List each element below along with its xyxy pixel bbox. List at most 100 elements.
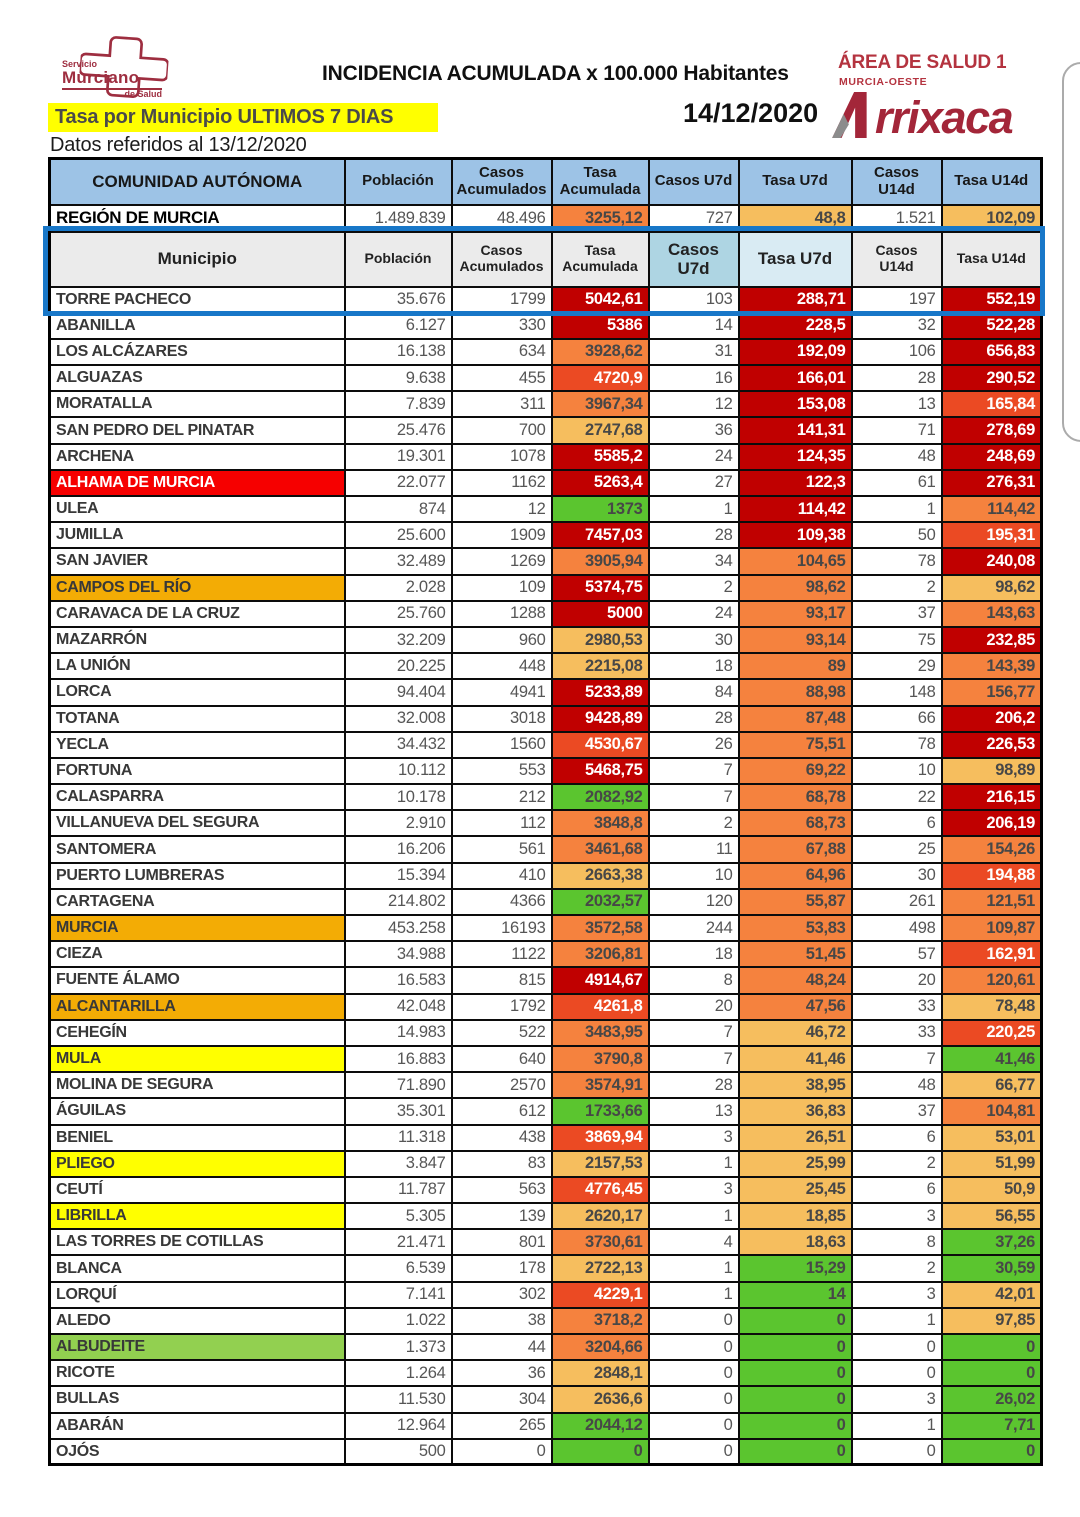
- cell-casos-acumulados: 302: [450, 1280, 553, 1309]
- cell-poblacion: 11.787: [343, 1175, 453, 1205]
- cell-tasa-u7d: 0: [737, 1437, 853, 1466]
- cell-casos-u14d: 6: [850, 1123, 943, 1152]
- cell-tasa-u7d: 48,24: [737, 966, 853, 995]
- logo-line3: de Salud: [124, 89, 162, 99]
- cell-poblacion: 1.022: [343, 1306, 453, 1336]
- table-row: MURCIA 453.258 16193 3572,58 244 53,83 498 109,…: [48, 913, 1043, 943]
- table-row: BLANCA 6.539 178 2722,13 1 15,29 2 30,59: [48, 1254, 1043, 1283]
- cell-tasa-u14d: 143,63: [940, 599, 1043, 628]
- cell-poblacion: 20.225: [343, 652, 453, 681]
- region-casos-u14d: 1.521: [850, 203, 943, 233]
- cell-casos-acumulados: 801: [450, 1228, 553, 1257]
- cell-casos-acumulados: 455: [450, 364, 553, 393]
- cell-tasa-u7d: 18,63: [737, 1228, 853, 1257]
- table-row: SAN JAVIER 32.489 1269 3905,94 34 104,65 78 240…: [48, 547, 1043, 576]
- cell-tasa-u7d: 15,29: [737, 1254, 853, 1283]
- cell-poblacion: 34.432: [343, 730, 453, 759]
- cell-tasa-u14d: 154,26: [940, 835, 1043, 864]
- cell-tasa-u7d: 288,71: [737, 285, 853, 314]
- cell-casos-u7d: 7: [647, 783, 740, 812]
- cell-tasa-u7d: 46,72: [737, 1018, 853, 1047]
- cell-tasa-u7d: 192,09: [737, 337, 853, 367]
- table-row: ÁGUILAS 35.301 612 1733,66 13 36,83 37 104,81: [48, 1097, 1043, 1126]
- table-row: ALBUDEITE 1.373 44 3204,66 0 0 0 0: [48, 1332, 1043, 1362]
- cell-tasa-u14d: 162,91: [940, 940, 1043, 969]
- table-row: ALHAMA DE MURCIA 22.077 1162 5263,4 27 122,3 6…: [48, 468, 1043, 498]
- cell-tasa-u14d: 56,55: [940, 1202, 1043, 1231]
- cell-casos-u7d: 7: [647, 756, 740, 786]
- cell-poblacion: 94.404: [343, 678, 453, 707]
- cell-casos-u14d: 29: [850, 652, 943, 681]
- cell-tasa-acumulada: 3848,8: [550, 809, 650, 838]
- cell-tasa-u7d: 141,31: [737, 416, 853, 445]
- cell-casos-u7d: 244: [647, 913, 740, 943]
- cell-casos-u14d: 197: [850, 285, 943, 314]
- cell-tasa-acumulada: 5042,61: [550, 285, 650, 314]
- cell-tasa-acumulada: 3461,68: [550, 835, 650, 864]
- cell-casos-acumulados: 112: [450, 809, 553, 838]
- cell-casos-u14d: 0: [850, 1437, 943, 1466]
- cell-municipio: FORTUNA: [48, 756, 346, 786]
- cell-tasa-u14d: 41,46: [940, 1044, 1043, 1074]
- cell-casos-acumulados: 438: [450, 1123, 553, 1152]
- cell-tasa-u7d: 93,17: [737, 599, 853, 628]
- cell-poblacion: 6.539: [343, 1254, 453, 1283]
- table-row: CARAVACA DE LA CRUZ 25.760 1288 5000 24 93,17…: [48, 599, 1043, 628]
- header-row-comunidad: COMUNIDAD AUTÓNOMA Población Casos Acumu…: [48, 157, 1043, 206]
- cell-casos-u14d: 66: [850, 704, 943, 733]
- cell-tasa-u7d: 0: [737, 1411, 853, 1440]
- table-row: MORATALLA 7.839 311 3967,34 12 153,08 13 165,84: [48, 390, 1043, 419]
- cell-casos-u14d: 1: [850, 494, 943, 524]
- cell-casos-acumulados: 212: [450, 783, 553, 812]
- cell-casos-acumulados: 139: [450, 1202, 553, 1231]
- table-row: ALEDO 1.022 38 3718,2 0 0 1 97,85: [48, 1306, 1043, 1336]
- area-zone-label: MURCIA-OESTE: [839, 76, 928, 88]
- cell-casos-u14d: 1: [850, 1411, 943, 1440]
- cell-tasa-acumulada: 3572,58: [550, 913, 650, 943]
- cell-tasa-acumulada: 9428,89: [550, 704, 650, 733]
- data-note: Datos referidos al 13/12/2020: [50, 134, 307, 156]
- cell-tasa-u7d: 25,45: [737, 1175, 853, 1205]
- table-row: CARTAGENA 214.802 4366 2032,57 120 55,87 261 12…: [48, 887, 1043, 917]
- cell-tasa-u14d: 97,85: [940, 1306, 1043, 1336]
- cell-casos-u7d: 12: [647, 390, 740, 419]
- cell-tasa-acumulada: 5263,4: [550, 468, 650, 498]
- cell-tasa-u14d: 0: [940, 1437, 1043, 1466]
- cell-tasa-u14d: 240,08: [940, 547, 1043, 576]
- cell-tasa-acumulada: 0: [550, 1437, 650, 1466]
- region-tasa-u7d: 48,8: [737, 203, 853, 233]
- cell-municipio: LORQUÍ: [48, 1280, 346, 1309]
- table-row: VILLANUEVA DEL SEGURA 2.910 112 3848,8 2 68,7…: [48, 809, 1043, 838]
- cell-casos-u14d: 48: [850, 1071, 943, 1100]
- cell-casos-u7d: 28: [647, 521, 740, 550]
- cell-municipio: RICOTE: [48, 1359, 346, 1388]
- cell-municipio: MULA: [48, 1044, 346, 1074]
- cell-poblacion: 32.209: [343, 625, 453, 655]
- cell-casos-u7d: 24: [647, 442, 740, 471]
- cell-tasa-u7d: 89: [737, 652, 853, 681]
- cell-tasa-acumulada: 1373: [550, 494, 650, 524]
- table-row: MOLINA DE SEGURA 71.890 2570 3574,91 28 38,95…: [48, 1071, 1043, 1100]
- cell-casos-acumulados: 1078: [450, 442, 553, 471]
- col2-casos-u14d: Casos U14d: [850, 230, 943, 288]
- cell-casos-u7d: 10: [647, 861, 740, 890]
- cell-municipio: VILLANUEVA DEL SEGURA: [48, 809, 346, 838]
- cell-municipio: OJÓS: [48, 1437, 346, 1466]
- page-title: INCIDENCIA ACUMULADA x 100.000 Habitante…: [322, 62, 789, 85]
- cell-poblacion: 3.847: [343, 1149, 453, 1178]
- cell-casos-acumulados: 83: [450, 1149, 553, 1178]
- scrollbar-thumb[interactable]: [1062, 62, 1080, 442]
- cell-tasa-u14d: 522,28: [940, 311, 1043, 340]
- cell-tasa-acumulada: 3718,2: [550, 1306, 650, 1336]
- cell-tasa-acumulada: 2980,53: [550, 625, 650, 655]
- table-row: ALCANTARILLA 42.048 1792 4261,8 20 47,56 33 78,…: [48, 992, 1043, 1021]
- cell-poblacion: 35.676: [343, 285, 453, 314]
- cell-municipio: MURCIA: [48, 913, 346, 943]
- cell-casos-acumulados: 178: [450, 1254, 553, 1283]
- cell-tasa-acumulada: 5585,2: [550, 442, 650, 471]
- cell-tasa-u14d: 165,84: [940, 390, 1043, 419]
- cell-casos-acumulados: 561: [450, 835, 553, 864]
- table-row: CEUTÍ 11.787 563 4776,45 3 25,45 6 50,9: [48, 1175, 1043, 1205]
- cell-municipio: LIBRILLA: [48, 1202, 346, 1231]
- cell-poblacion: 19.301: [343, 442, 453, 471]
